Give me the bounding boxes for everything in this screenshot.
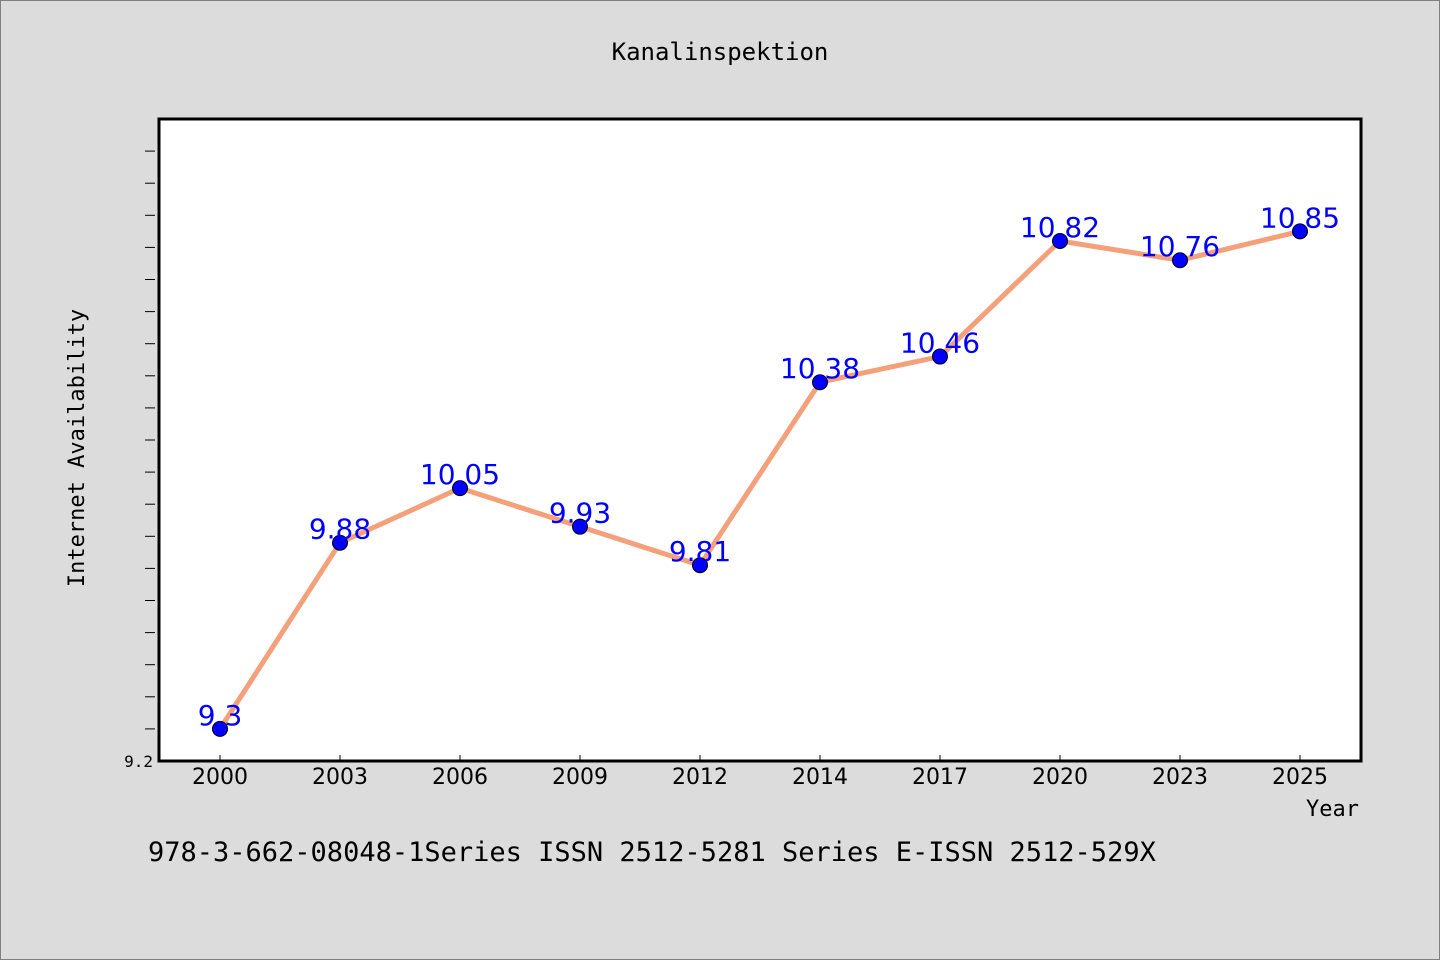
data-point-marker bbox=[1172, 252, 1188, 269]
x-tick-label: 2012 bbox=[672, 765, 728, 790]
x-tick-label: 2017 bbox=[912, 765, 968, 790]
data-label: 10.05 bbox=[420, 458, 500, 491]
series-line-group bbox=[217, 228, 1301, 731]
x-tick-label: 2006 bbox=[432, 765, 488, 790]
footer-isbn-text: 978-3-662-08048-1Series ISSN 2512-5281 S… bbox=[148, 837, 1156, 868]
x-tick-label: 2000 bbox=[192, 765, 248, 790]
data-point-marker bbox=[932, 348, 948, 365]
y-axis-ticks bbox=[145, 150, 155, 730]
series-line bbox=[217, 228, 1301, 731]
data-label: 10.82 bbox=[1020, 211, 1100, 244]
x-tick-label: 2014 bbox=[792, 765, 848, 790]
data-point-marker bbox=[1292, 223, 1308, 240]
x-axis-ticks bbox=[219, 755, 1301, 762]
x-tick-labels-group: 2000 2003 2006 2009 2012 2014 2017 2020 2023 2025 bbox=[192, 765, 1328, 790]
data-label: 9.88 bbox=[309, 513, 371, 546]
data-label: 10.38 bbox=[780, 352, 860, 385]
y-tick-label: 9.2 bbox=[124, 752, 153, 771]
data-label: 10.76 bbox=[1140, 230, 1220, 263]
plot-area bbox=[157, 117, 1363, 763]
x-tick-label: 2009 bbox=[552, 765, 608, 790]
data-point-marker bbox=[572, 518, 588, 535]
x-tick-label: 2025 bbox=[1272, 765, 1328, 790]
data-point-marker bbox=[332, 534, 348, 551]
chart-title: Kanalinspektion bbox=[612, 38, 829, 66]
data-point-marker bbox=[812, 374, 828, 391]
data-point-marker bbox=[1052, 232, 1068, 249]
data-label: 10.46 bbox=[900, 327, 980, 360]
x-tick-label: 2003 bbox=[312, 765, 368, 790]
data-label: 9.81 bbox=[669, 535, 731, 568]
x-tick-label: 2023 bbox=[1152, 765, 1208, 790]
data-label: 9.93 bbox=[549, 497, 611, 530]
x-tick-label: 2020 bbox=[1032, 765, 1088, 790]
data-label: 9.3 bbox=[198, 699, 243, 732]
data-point-marker bbox=[212, 720, 228, 737]
x-axis-label: Year bbox=[1306, 797, 1359, 822]
y-axis-label: Internet Availability bbox=[65, 309, 90, 587]
markers-group bbox=[212, 223, 1308, 737]
data-labels-group: 9.3 9.88 10.05 9.93 9.81 10.38 10.46 10.82 10.76… bbox=[198, 201, 1340, 732]
data-label: 10.85 bbox=[1260, 201, 1340, 234]
data-point-marker bbox=[692, 557, 708, 574]
data-point-marker bbox=[452, 480, 468, 497]
